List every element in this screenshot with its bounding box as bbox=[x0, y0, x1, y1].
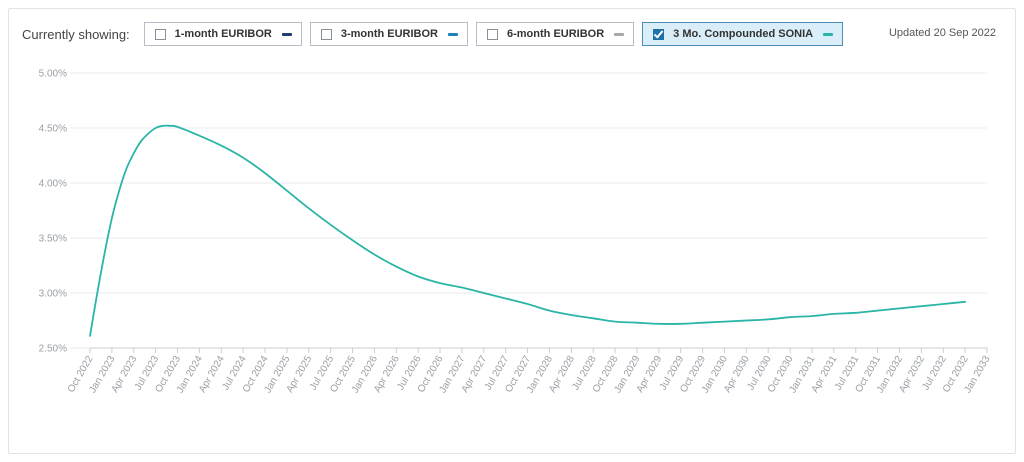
series-toggle-button[interactable]: 6-month EURIBOR bbox=[476, 22, 635, 46]
currently-showing-label: Currently showing: bbox=[22, 26, 130, 42]
checkbox-unchecked-icon[interactable] bbox=[487, 28, 498, 40]
y-tick-label: 4.50% bbox=[39, 124, 67, 135]
y-tick-label: 5.00% bbox=[39, 69, 67, 80]
checkbox-unchecked-icon[interactable] bbox=[320, 28, 332, 40]
checkbox-unchecked-icon[interactable] bbox=[154, 28, 166, 40]
checkbox-checked-icon[interactable] bbox=[653, 28, 665, 40]
chart-panel bbox=[8, 8, 1016, 454]
y-tick-label: 4.00% bbox=[39, 179, 67, 190]
series-lines bbox=[89, 124, 967, 337]
series-color-swatch bbox=[281, 32, 292, 36]
y-tick-label: 2.50% bbox=[39, 344, 67, 355]
series-toggle-label: 3-month EURIBOR bbox=[340, 28, 438, 40]
series-toggle-label: 6-month EURIBOR bbox=[507, 28, 605, 40]
y-axis: 5.00% 4.50% 4.00% 3.50% 3.00% 2.50% bbox=[39, 69, 67, 355]
series-toolbar: Currently showing: 1-month EURIBOR 3-mont… bbox=[22, 22, 851, 46]
y-tick-label: 3.00% bbox=[39, 289, 67, 300]
series-toggle-label: 3 Mo. Compounded SONIA bbox=[673, 28, 814, 40]
gridlines bbox=[70, 72, 987, 349]
updated-timestamp: Updated 20 Sep 2022 bbox=[888, 27, 996, 39]
series-toggle-label: 1-month EURIBOR bbox=[174, 28, 272, 40]
series-toggle-button[interactable]: 1-month EURIBOR bbox=[143, 22, 302, 46]
series-toggle-group: 1-month EURIBOR 3-month EURIBOR 6-month EU… bbox=[143, 22, 851, 46]
y-tick-label: 3.50% bbox=[39, 234, 67, 245]
series-toggle-button[interactable]: 3-month EURIBOR bbox=[309, 22, 468, 46]
series-toggle-button[interactable]: 3 Mo. Compounded SONIA bbox=[642, 22, 844, 46]
series-color-swatch bbox=[823, 32, 834, 36]
series-color-swatch bbox=[614, 32, 625, 36]
series-line bbox=[89, 124, 967, 337]
series-color-swatch bbox=[448, 32, 458, 36]
